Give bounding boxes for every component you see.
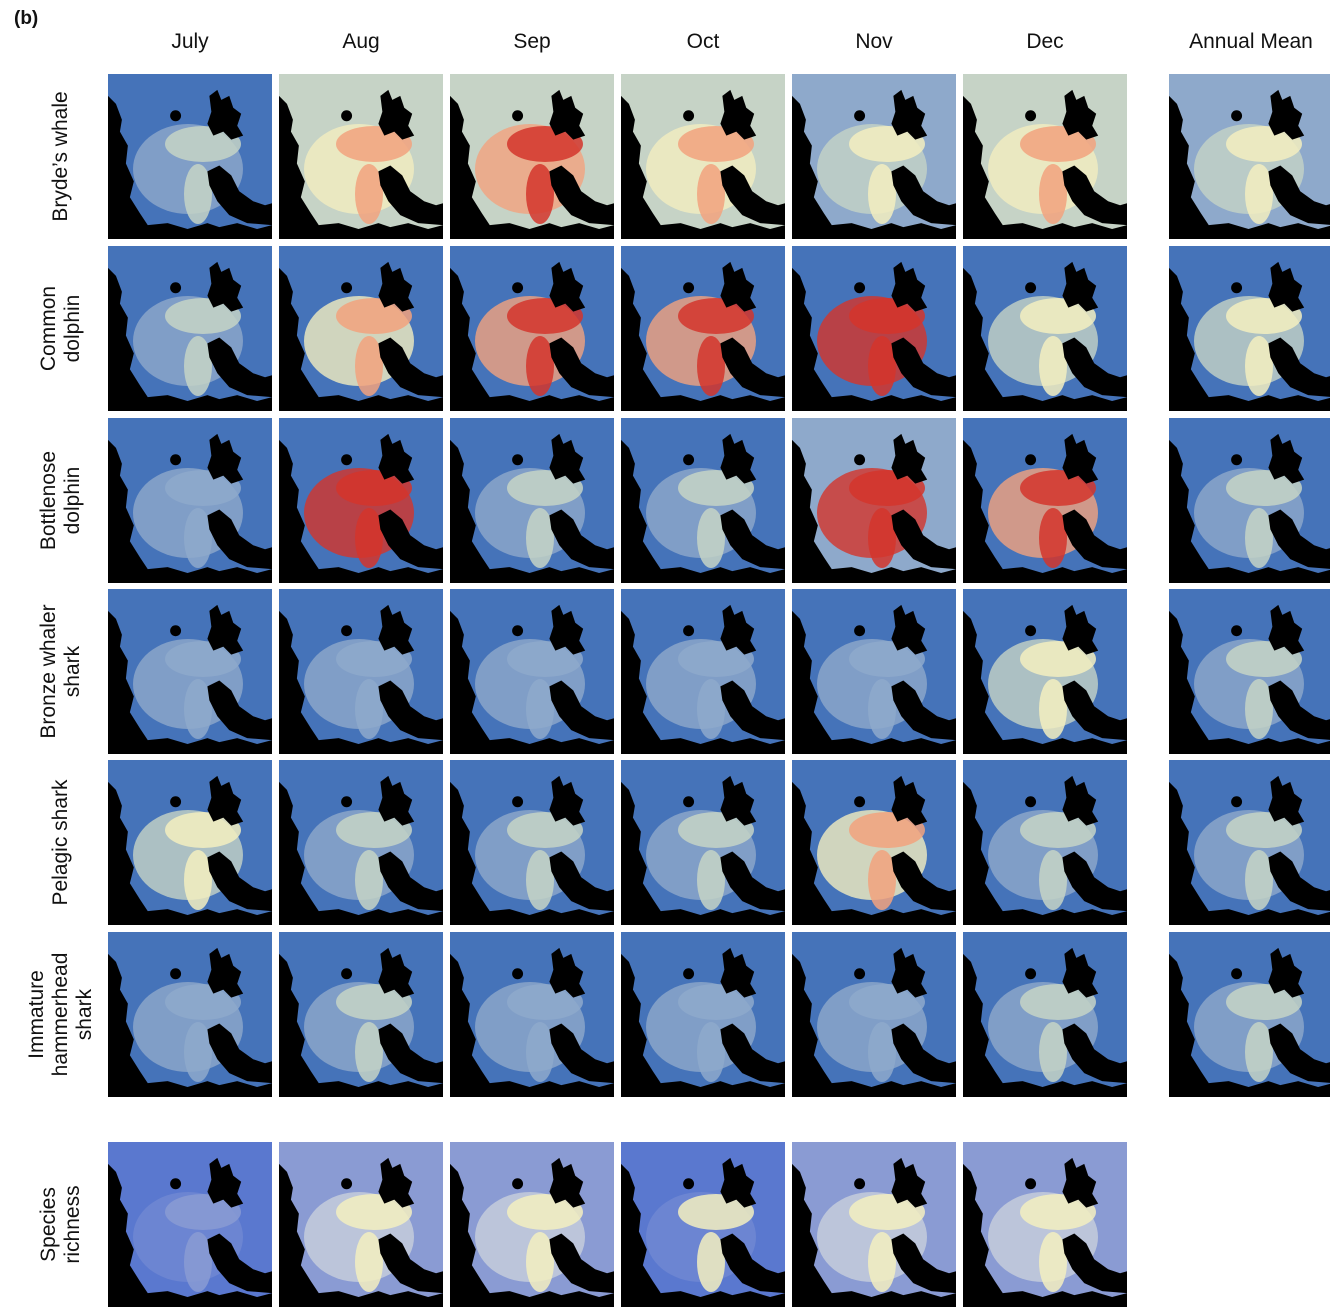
column-header: Aug: [342, 30, 379, 53]
row-label-line: shark: [73, 988, 96, 1040]
row-label-line: shark: [61, 645, 84, 697]
map-panel: [1169, 246, 1330, 411]
map-panel: [963, 589, 1127, 754]
row-label: Immaturehammerheadshark: [25, 953, 96, 1077]
map-panel: [963, 932, 1127, 1097]
map-panel: [279, 760, 443, 925]
row-label-line: Bronze whaler: [37, 604, 60, 738]
map-panel: [621, 246, 785, 411]
richness-panel: [279, 1142, 443, 1307]
map-panel: [108, 246, 272, 411]
map-panel: [963, 246, 1127, 411]
row-label-line: dolphin: [61, 467, 84, 535]
map-panel: [1169, 74, 1330, 239]
row-label: Bryde’s whale: [49, 91, 72, 221]
column-header: Nov: [855, 30, 893, 53]
map-panel: [450, 760, 614, 925]
map-panel: [792, 418, 956, 583]
richness-panel: [792, 1142, 956, 1307]
row-label-line: dolphin: [61, 295, 84, 363]
row-label-line: Common: [37, 286, 60, 371]
map-panel: [1169, 760, 1330, 925]
map-panel: [963, 74, 1127, 239]
map-panel: [1169, 932, 1330, 1097]
map-panel: [279, 589, 443, 754]
row-label-line: hammerhead: [49, 953, 72, 1077]
map-panel: [621, 932, 785, 1097]
map-panel: [792, 589, 956, 754]
richness-panel: [108, 1142, 272, 1307]
row-label-line: richness: [61, 1185, 84, 1263]
richness-panel: [450, 1142, 614, 1307]
map-panel: [450, 932, 614, 1097]
row-label-line: Bryde’s whale: [49, 91, 72, 221]
column-header: July: [171, 30, 209, 53]
map-panel: [108, 589, 272, 754]
map-panel: [621, 760, 785, 925]
column-header: Sep: [513, 30, 550, 53]
map-panel: [792, 246, 956, 411]
map-panel: [450, 589, 614, 754]
row-label-line: Pelagic shark: [49, 779, 72, 906]
map-panel: [108, 418, 272, 583]
map-panel: [450, 246, 614, 411]
map-panel: [621, 418, 785, 583]
column-header: Oct: [687, 30, 720, 53]
row-label: Commondolphin: [37, 286, 84, 371]
map-panel: [450, 74, 614, 239]
map-panel: [279, 932, 443, 1097]
map-panel: [108, 932, 272, 1097]
richness-panel: [963, 1142, 1127, 1307]
map-panel: [450, 418, 614, 583]
map-panel: [279, 74, 443, 239]
row-label: Bronze whalershark: [37, 604, 84, 738]
column-header: Dec: [1026, 30, 1063, 53]
column-header: Annual Mean: [1189, 30, 1313, 53]
panel-label: (b): [14, 8, 38, 29]
map-panel: [792, 74, 956, 239]
figure: (b) July Aug Sep Oct Nov Dec Annual Mean Bryde’…: [0, 0, 1330, 1307]
map-panel: [279, 246, 443, 411]
map-panel: [621, 589, 785, 754]
row-label: Bottlenosedolphin: [37, 451, 84, 550]
map-panel: [1169, 418, 1330, 583]
row-label: Speciesrichness: [37, 1185, 84, 1263]
map-panel: [279, 418, 443, 583]
row-label-line: Immature: [25, 970, 48, 1059]
row-label-line: Species: [37, 1187, 60, 1262]
map-panel: [621, 74, 785, 239]
map-panel: [963, 418, 1127, 583]
map-panel: [963, 760, 1127, 925]
map-panel: [108, 74, 272, 239]
richness-panel: [621, 1142, 785, 1307]
map-panel: [108, 760, 272, 925]
row-label-line: Bottlenose: [37, 451, 60, 550]
map-panel: [792, 932, 956, 1097]
row-label: Pelagic shark: [49, 779, 72, 906]
map-panel: [792, 760, 956, 925]
map-panel: [1169, 589, 1330, 754]
